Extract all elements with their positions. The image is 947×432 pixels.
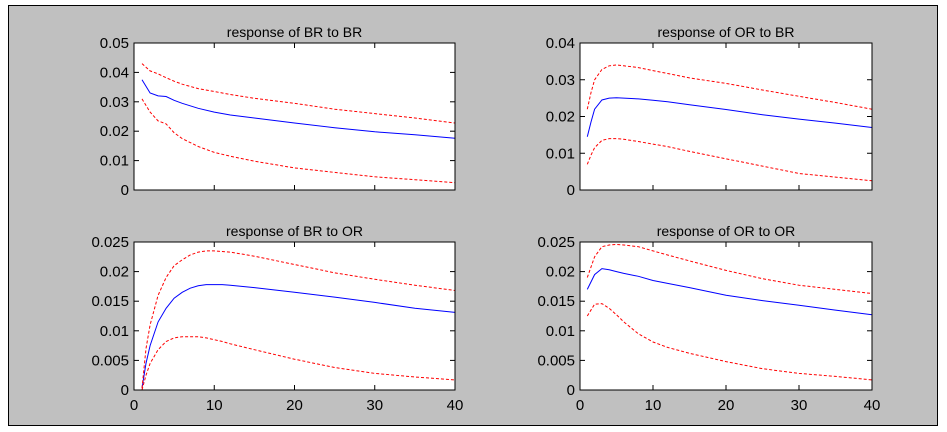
chart-title: response of BR to OR xyxy=(226,223,363,239)
x-tick-label: 10 xyxy=(645,397,662,414)
figure-background: response of BR to BR 0 0.01 0.02 0.03 0.04 0.0… xyxy=(8,5,938,426)
y-tick-label: 0.03 xyxy=(546,72,575,89)
chart-panel-3: response of BR to OR 0 0.005 0.01 0.015 0.02 0… xyxy=(91,223,463,414)
y-tick-label: 0.025 xyxy=(91,234,129,251)
y-tick-label: 0.04 xyxy=(546,35,575,52)
chart-title: response of BR to BR xyxy=(227,24,362,40)
y-tick-label: 0.01 xyxy=(546,145,575,162)
x-tick-label: 20 xyxy=(718,397,735,414)
figure-canvas: response of BR to BR 0 0.01 0.02 0.03 0.04 0.0… xyxy=(91,24,880,414)
x-tick-label: 10 xyxy=(206,397,223,414)
plot-area xyxy=(580,242,872,390)
x-tick-label: 20 xyxy=(286,397,303,414)
chart-title: response of OR to OR xyxy=(657,223,796,239)
x-tick-label: 40 xyxy=(864,397,881,414)
y-tick-label: 0.01 xyxy=(100,323,129,340)
y-tick-label: 0.005 xyxy=(537,352,575,369)
lower-band-line xyxy=(141,336,456,391)
x-tick-label: 0 xyxy=(130,397,138,414)
lower-band-line xyxy=(586,303,873,381)
y-tick-label: 0.02 xyxy=(546,109,575,126)
y-tick-label: 0 xyxy=(567,182,575,199)
y-tick-label: 0 xyxy=(121,382,129,399)
upper-band-line xyxy=(141,63,456,124)
y-tick-label: 0.02 xyxy=(100,123,129,140)
response-line xyxy=(141,284,456,389)
y-tick-label: 0.04 xyxy=(100,64,129,81)
y-tick-label: 0.01 xyxy=(100,153,129,170)
x-tick-label: 0 xyxy=(576,397,584,414)
plot-frame xyxy=(579,241,873,391)
y-tick-label: 0.03 xyxy=(100,94,129,111)
y-tick-label: 0.015 xyxy=(537,293,575,310)
lower-band-line xyxy=(141,98,456,184)
response-line xyxy=(141,79,456,139)
plot-area xyxy=(134,43,455,190)
chart-panel-4: response of OR to OR 0 0.005 0.01 0.015 0.02 0… xyxy=(537,223,880,414)
plot-frame xyxy=(579,42,873,191)
x-tick-label: 30 xyxy=(366,397,383,414)
y-tick-label: 0.02 xyxy=(546,264,575,281)
chart-panel-1: response of BR to BR 0 0.01 0.02 0.03 0.04 0.0… xyxy=(100,24,456,199)
plot-frame xyxy=(133,241,456,391)
chart-panel-2: response of OR to BR 0 0.01 0.02 0.03 0.04 xyxy=(546,24,873,199)
y-tick-label: 0.01 xyxy=(546,323,575,340)
lower-band-line xyxy=(586,138,873,182)
y-tick-label: 0.05 xyxy=(100,35,129,52)
response-line xyxy=(586,268,873,316)
y-tick-label: 0 xyxy=(121,182,129,199)
plot-frame xyxy=(133,42,456,191)
plot-area xyxy=(134,242,455,390)
x-tick-label: 40 xyxy=(447,397,464,414)
y-tick-label: 0.005 xyxy=(91,352,129,369)
chart-title: response of OR to BR xyxy=(658,24,795,40)
y-tick-label: 0 xyxy=(567,382,575,399)
plot-area xyxy=(580,43,872,190)
y-tick-label: 0.025 xyxy=(537,234,575,251)
response-line xyxy=(586,97,873,137)
x-tick-label: 30 xyxy=(791,397,808,414)
upper-band-line xyxy=(586,243,873,294)
upper-band-line xyxy=(586,64,873,110)
y-tick-label: 0.02 xyxy=(100,264,129,281)
y-tick-label: 0.015 xyxy=(91,293,129,310)
